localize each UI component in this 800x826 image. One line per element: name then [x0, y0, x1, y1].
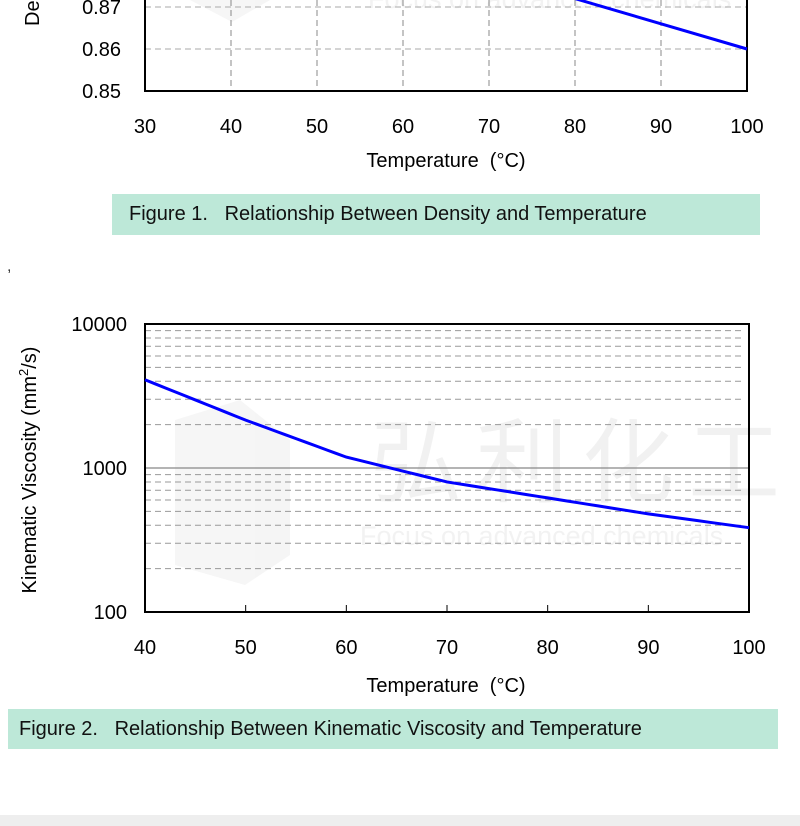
viscosity-y-tick-label: 1000 [83, 458, 128, 480]
density-x-tick-label: 30 [134, 116, 156, 138]
viscosity-x-tick-label: 80 [537, 637, 559, 659]
density-x-tick-label: 40 [220, 116, 242, 138]
watermark-logo-icon-top [190, 0, 270, 22]
density-chart: 30 40 50 60 70 80 90 100 0.85 0.86 0.87 [82, 0, 764, 138]
figure-1-caption: Figure 1. Relationship Between Density a… [112, 194, 760, 235]
watermark-logo-icon [175, 400, 290, 585]
viscosity-series-line [144, 378, 750, 530]
density-x-tick-label: 60 [392, 116, 414, 138]
density-y-axis-label: De [22, 0, 44, 26]
viscosity-y-tick-label: 100 [94, 602, 127, 624]
viscosity-plot-frame [144, 323, 750, 613]
density-x-tick-label: 80 [564, 116, 586, 138]
viscosity-y-tick-label: 10000 [71, 314, 127, 336]
viscosity-x-axis-label: Temperature (°C) [366, 675, 525, 697]
stray-mark: , [7, 258, 12, 275]
watermark: 弘利化工 Focus on advanced chemicals Focus o… [175, 0, 794, 585]
density-x-tick-label: 100 [730, 116, 763, 138]
viscosity-x-tick-label: 40 [134, 637, 156, 659]
density-x-tick-label: 90 [650, 116, 672, 138]
density-x-axis-label: Temperature (°C) [366, 150, 525, 172]
density-y-tick-label: 0.86 [82, 39, 121, 61]
figure-2-caption: Figure 2. Relationship Between Kinematic… [8, 709, 778, 749]
viscosity-x-tick-label: 90 [637, 637, 659, 659]
viscosity-x-tick-label: 50 [235, 637, 257, 659]
density-plot-frame [144, 0, 748, 92]
viscosity-x-tick-label: 100 [732, 637, 765, 659]
density-x-tick-label: 50 [306, 116, 328, 138]
viscosity-x-tick-label: 70 [436, 637, 458, 659]
viscosity-chart: 100 1000 10000 40 50 60 70 80 90 100 [71, 314, 765, 659]
density-y-tick-label: 0.87 [82, 0, 121, 19]
watermark-slogan: Focus on advanced chemicals [360, 521, 723, 551]
density-series-line [574, 0, 748, 51]
viscosity-x-tick-label: 60 [335, 637, 357, 659]
bottom-bar [0, 815, 800, 826]
viscosity-y-axis-label: Kinematic Viscosity (mm2/s) [16, 347, 41, 594]
density-x-tick-label: 70 [478, 116, 500, 138]
density-y-tick-label: 0.85 [82, 81, 121, 103]
watermark-logo-text: 弘利化工 [370, 410, 794, 517]
